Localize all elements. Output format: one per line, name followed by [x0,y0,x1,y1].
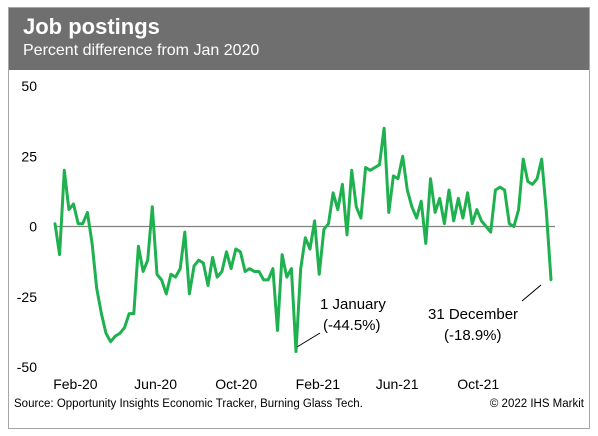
annotation-leader-line [296,332,321,348]
x-tick-label: Jun-20 [134,376,177,392]
x-tick-label: Jun-21 [376,376,419,392]
chart-header: Job postings Percent difference from Jan… [9,8,589,70]
x-tick-label: Oct-21 [457,376,499,392]
copyright-note: © 2022 IHS Markit [489,398,584,410]
annotation-dec-label: 31 December [428,306,518,323]
y-tick-label: 25 [21,148,37,164]
chart-title: Job postings [23,14,160,39]
y-tick-label: -50 [17,359,37,375]
x-tick-label: Oct-20 [215,376,257,392]
annotations: 1 January (-44.5%) 31 December (-18.9%) [296,284,542,348]
annotation-jan-value: (-44.5%) [323,317,381,334]
source-note: Source: Opportunity Insights Economic Tr… [14,398,363,410]
y-tick-label: 0 [29,219,37,235]
x-tick-label: Feb-20 [53,376,98,392]
y-axis: 50 25 0 -25 -50 [17,78,37,375]
chart-subtitle: Percent difference from Jan 2020 [23,42,260,59]
x-axis: Feb-20 Jun-20 Oct-20 Feb-21 Jun-21 Oct-21 [53,376,499,392]
series-line [53,126,553,353]
annotation-jan-label: 1 January [320,296,386,313]
y-tick-label: -25 [17,289,37,305]
annotation-dec-value: (-18.9%) [444,327,502,344]
annotation-leader-line [521,284,542,302]
x-tick-label: Feb-21 [296,376,341,392]
y-tick-label: 50 [21,78,37,94]
